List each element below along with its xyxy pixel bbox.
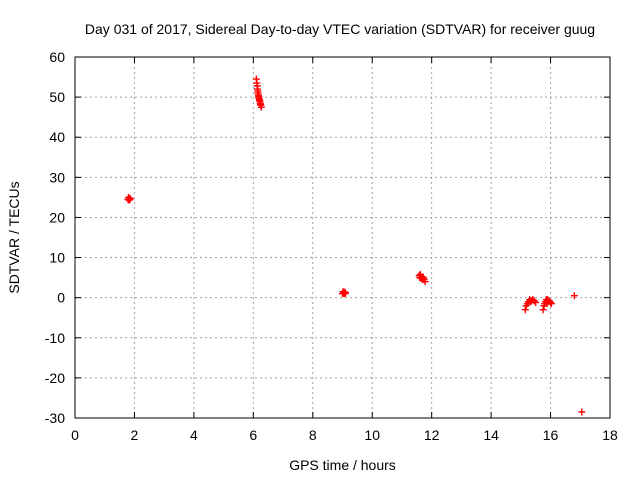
axis-ticks xyxy=(74,56,611,419)
data-point xyxy=(578,408,586,416)
plot-frame xyxy=(74,56,611,419)
data-point xyxy=(539,306,547,314)
data-point xyxy=(532,298,540,306)
y-tick-label: 50 xyxy=(49,89,65,105)
y-tick-label: 40 xyxy=(49,129,65,145)
data-point xyxy=(126,195,134,203)
y-tick-label: 10 xyxy=(49,250,65,266)
tick-labels: 0 2 4 6 8 10 12 14 16 18 -30 -20 -10 0 10 20 30 40 50 60 xyxy=(45,49,618,443)
data-point xyxy=(547,300,555,308)
chart-title: Day 031 of 2017, Sidereal Day-to-day VTE… xyxy=(85,21,595,37)
y-tick-label: -20 xyxy=(45,370,65,386)
data-point xyxy=(547,298,555,306)
y-axis-label: SDTVAR / TECUs xyxy=(6,181,22,293)
y-tick-label: -10 xyxy=(45,330,65,346)
data-point xyxy=(341,289,349,297)
y-tick-label: 60 xyxy=(49,49,65,65)
data-points xyxy=(124,75,586,416)
x-tick-label: 18 xyxy=(602,427,618,443)
data-point xyxy=(421,278,429,286)
x-tick-label: 12 xyxy=(424,427,440,443)
data-point xyxy=(419,274,427,282)
x-tick-label: 6 xyxy=(249,427,257,443)
x-tick-label: 10 xyxy=(364,427,380,443)
x-tick-label: 16 xyxy=(543,427,559,443)
x-tick-label: 8 xyxy=(309,427,317,443)
x-axis-label: GPS time / hours xyxy=(289,457,396,473)
data-point xyxy=(521,306,529,314)
grid xyxy=(75,57,610,418)
data-point xyxy=(257,103,265,111)
y-tick-label: 0 xyxy=(57,290,65,306)
x-tick-label: 0 xyxy=(71,427,79,443)
y-tick-label: 20 xyxy=(49,209,65,225)
y-tick-label: 30 xyxy=(49,169,65,185)
x-tick-label: 14 xyxy=(483,427,499,443)
data-point xyxy=(530,297,538,305)
data-point xyxy=(570,292,578,300)
x-tick-label: 2 xyxy=(131,427,139,443)
x-tick-label: 4 xyxy=(190,427,198,443)
y-tick-label: -30 xyxy=(45,410,65,426)
